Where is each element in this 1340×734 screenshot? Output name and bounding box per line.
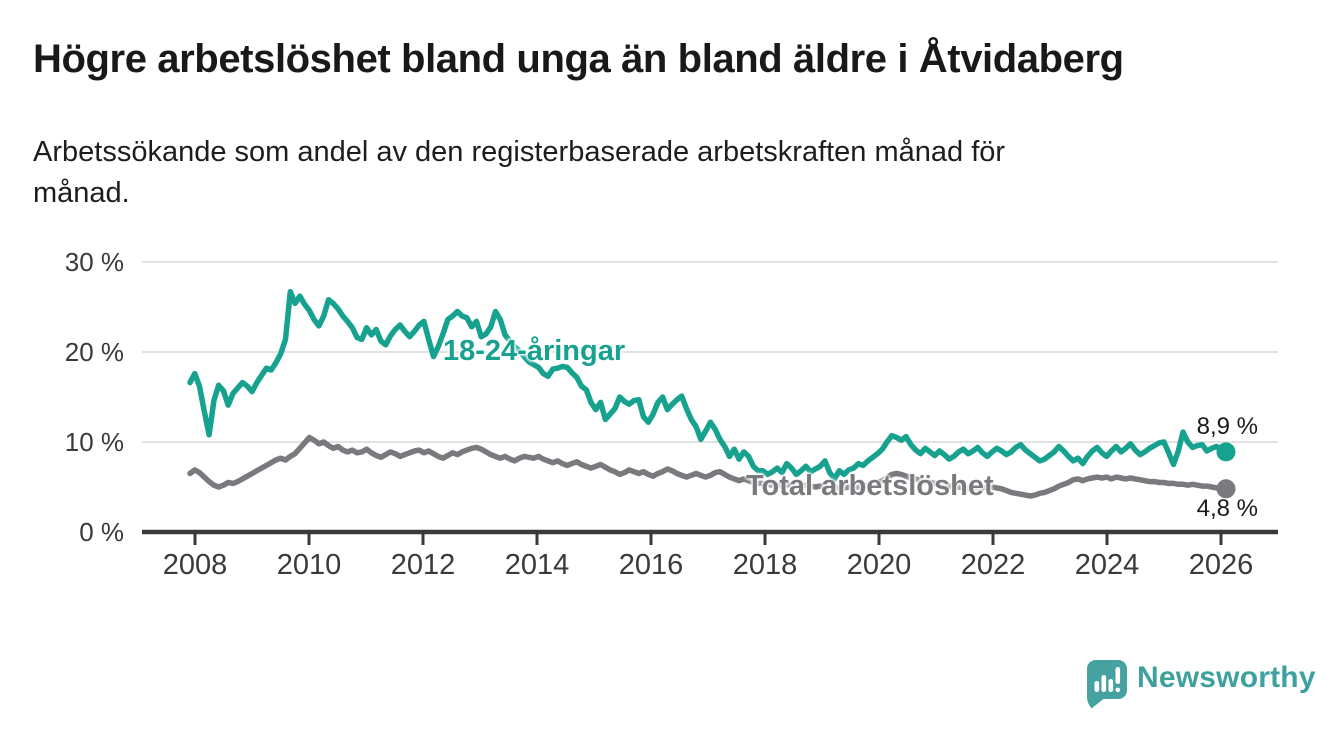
chart-subtitle: Arbetssökande som andel av den registerb… — [33, 136, 1006, 209]
series-end-dot-Total arbetslöshet — [1216, 479, 1236, 499]
y-tick-label-20: 20 % — [64, 337, 124, 367]
brand-name: Newsworthy — [1137, 661, 1316, 694]
series-end-dot-18-24-åringar — [1216, 442, 1236, 462]
end-label-18-24-åringar: 8,9 % — [1196, 412, 1258, 440]
newsworthy-logo-icon — [1087, 660, 1127, 709]
y-tick-label-0: 0 % — [79, 517, 124, 547]
series-line-Total arbetslöshet — [187, 434, 1229, 499]
x-tick-label-2008: 2008 — [162, 549, 228, 581]
x-tick-label-2022: 2022 — [960, 549, 1026, 581]
y-tick-label-10: 10 % — [64, 427, 124, 457]
end-label-Total arbetslöshet: 4,8 % — [1196, 494, 1258, 522]
series-label-youth: 18-24-åringar — [443, 335, 626, 367]
y-tick-label-30: 30 % — [64, 247, 124, 277]
x-tick-label-2018: 2018 — [732, 549, 798, 581]
series-line-18-24-åringar — [187, 288, 1229, 482]
newsworthy-attribution: Newsworthy — [1086, 658, 1316, 710]
x-tick-label-2026: 2026 — [1188, 549, 1254, 581]
series-label-total: Total arbetslöshet — [746, 470, 994, 502]
x-tick-label-2010: 2010 — [276, 549, 342, 581]
page-title: Högre arbetslöshet bland unga än bland ä… — [33, 37, 1124, 81]
x-tick-label-2016: 2016 — [618, 549, 684, 581]
x-tick-label-2020: 2020 — [846, 549, 912, 581]
x-tick-label-2014: 2014 — [504, 549, 570, 581]
x-tick-label-2024: 2024 — [1074, 549, 1140, 581]
x-tick-label-2012: 2012 — [390, 549, 456, 581]
